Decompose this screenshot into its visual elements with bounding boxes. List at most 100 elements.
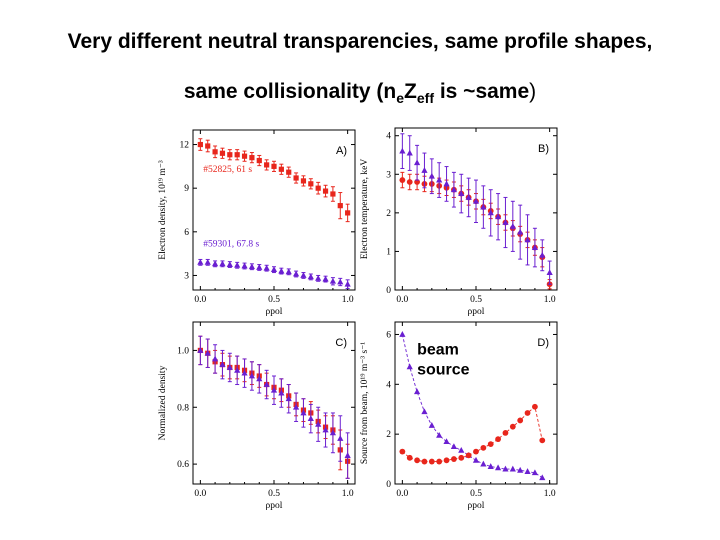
y-tick-label: 1 [386,247,391,257]
data-point [458,446,465,453]
data-point [307,415,314,422]
data-point [315,274,322,281]
data-point [532,403,538,410]
y-tick-label: 4 [386,132,391,142]
data-point [205,143,211,149]
data-point [234,152,240,158]
data-point [487,209,494,216]
data-point [480,444,487,451]
y-tick-label: 3 [386,170,391,180]
annotation: beam [417,341,459,358]
data-point [211,355,219,362]
data-point [539,437,546,444]
data-point [344,280,351,287]
data-point [219,361,226,368]
data-point [502,219,509,225]
y-tick-label: 12 [180,141,190,151]
data-point [495,436,501,443]
panel-label: D) [537,337,549,349]
data-point [406,149,413,156]
data-point [308,181,314,187]
slide-title-line-1: Very different neutral transparencies, s… [67,30,653,53]
y-tick-label: 4 [386,380,391,390]
data-point [546,269,553,276]
data-point [399,448,406,455]
data-point [494,213,502,220]
data-point [465,452,472,459]
panel-label: C) [335,337,347,349]
x-tick-label: 0.0 [194,489,206,499]
data-point [517,228,524,235]
x-axis-label: ρpol [266,501,283,511]
data-point [428,458,435,465]
series-purple [197,335,351,479]
data-point [531,469,539,476]
data-point [329,429,337,436]
data-point [421,458,428,465]
y-axis-label: Electron temperature, keV [360,159,370,260]
x-axis-label: ρpol [468,307,485,317]
data-point [234,366,241,373]
data-point [345,210,351,216]
data-point [509,423,516,430]
data-point [428,172,435,179]
data-point [322,426,329,433]
annotation: #59301, 67.8 s [203,239,259,249]
data-point [451,456,457,462]
data-point [487,441,494,448]
y-tick-label: 0.8 [177,403,189,413]
data-point [300,178,307,184]
data-point [307,273,314,280]
series-red [197,138,351,223]
data-point [539,251,546,258]
panel-d: 0.0 0.5 1.0 0 2 4 6 Source from beam, 10¹⁹ m⁻³ … [359,321,558,511]
data-point [480,460,487,467]
series-purple [197,258,351,290]
panel-c: 0.0 0.5 1.0 0.6 0.8 1.0 Normalized density ρpol… [158,321,356,511]
data-point [315,420,322,427]
data-point [436,458,443,465]
data-point [219,150,226,156]
data-point [502,465,509,472]
data-point [248,263,256,270]
data-point [413,388,421,395]
data-point [509,465,516,472]
data-point [428,422,435,428]
data-point [278,166,284,172]
title-sub-e: e [396,90,405,107]
data-point [421,167,428,173]
data-point [249,155,255,161]
data-point [450,443,458,450]
data-point [450,186,458,193]
data-point [197,141,203,148]
y-tick-label: 0 [386,480,391,490]
data-point [256,264,263,270]
data-point [212,149,218,155]
data-point [227,152,233,158]
title-prefix: same collisionality (n [183,80,397,103]
data-point [300,272,307,278]
data-point [197,258,204,265]
title-suffix: is ~same [434,80,530,103]
x-tick-label: 0.5 [268,295,280,305]
data-point [271,163,277,169]
y-tick-label: 2 [386,430,391,440]
data-point [421,408,428,415]
x-tick-label: 1.0 [342,489,354,499]
x-tick-label: 0.5 [470,489,482,499]
data-point [204,258,211,265]
y-axis-label: Source from beam, 10¹⁹ m⁻³ s⁻¹ [359,342,370,464]
data-point [531,244,539,250]
y-tick-label: 9 [184,184,189,194]
data-point [330,191,336,197]
panel-label: A) [336,145,347,157]
data-point [278,389,285,396]
data-point [292,403,300,410]
data-point [278,267,285,274]
data-point [399,331,406,337]
x-tick-label: 0.0 [194,295,206,305]
data-point [263,264,270,271]
data-point [226,364,233,370]
annotation: source [417,361,470,378]
